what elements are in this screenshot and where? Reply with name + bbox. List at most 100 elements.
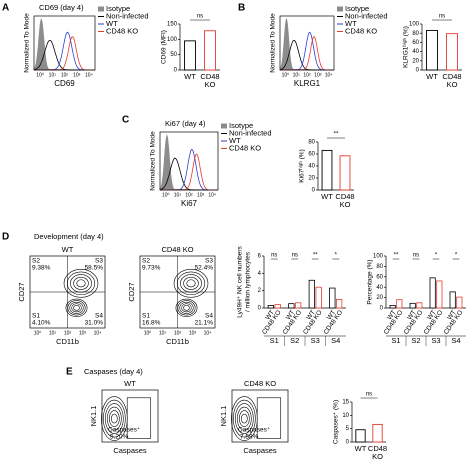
bar [288,303,295,309]
legend-label: Non-infected [106,11,149,20]
legend-swatch [221,123,227,129]
x-tick-label: 10⁰ [282,72,290,78]
bar [409,302,416,309]
panel-letter: B [238,3,245,14]
bar [456,296,463,309]
x-tick-label: CD48 [442,72,461,81]
y-tick-label: 15 [342,400,349,406]
x-tick-label: KO [447,80,458,89]
quadrant-value: 21.1% [195,320,214,327]
quadrant-name: S3 [205,258,213,265]
significance-label: ns [366,392,372,398]
y-tick-label: 60 [412,40,419,46]
y-tick-label: 50 [170,52,177,58]
y-axis-label: Ki67ʰⁱᵍʰ (%) [298,149,306,183]
bar [295,302,302,309]
contour [235,403,254,434]
series-label: WT [446,309,458,321]
x-tick-label: 10¹ [159,330,167,336]
y-axis-label: Normalized To Mode [24,13,31,73]
contour [76,279,86,288]
quadrant-value: 16.8% [142,320,161,327]
group-label: S1 [391,336,400,345]
contour [239,410,250,427]
group-label: S4 [331,336,340,345]
x-tick-label: 10⁰ [34,330,42,336]
series-label: WT [305,309,317,321]
x-tick-label: 10⁴ [208,192,216,198]
bar [396,299,403,309]
quadrant-value: 9.73% [142,265,161,272]
y-tick-label: 0 [258,306,262,312]
significance-label: ns [292,253,298,259]
contour [181,303,192,313]
contour [65,298,88,317]
x-tick-label: 10³ [197,192,205,198]
series-label: WT [386,309,398,321]
legend-label: CD48 KO [106,26,138,35]
significance-label: ns [271,253,277,259]
x-axis-label: CD69 [54,79,75,88]
y-tick-label: 40 [376,285,383,291]
bar [308,279,315,309]
x-tick-label: KO [205,80,216,89]
x-tick-label: KO [340,200,351,209]
plot-label: CD48 KO [244,379,276,388]
contour [63,269,99,298]
significance-label: ** [394,253,399,259]
y-tick-label: 80 [376,264,383,270]
contour [186,279,196,288]
x-tick-label: 10³ [314,72,322,78]
series-label: WT [326,309,338,321]
y-tick-label: 20 [412,58,419,64]
y-tick-label: 100 [167,37,178,43]
gate [256,397,282,439]
contour [237,406,252,431]
bar [204,30,216,71]
plot-label: WT [62,245,74,254]
contour [69,301,84,314]
x-tick-label: 10⁴ [325,72,333,78]
y-tick-label: 20 [308,176,315,182]
x-tick-label: 10⁰ [162,192,170,198]
plot-label: WT [124,379,136,388]
legend-label: Isotype [229,121,253,130]
contour [183,304,190,311]
y-axis-label: CD27 [127,282,136,301]
group-label: S2 [411,336,420,345]
contour [73,304,80,311]
x-tick-label: 10² [61,72,69,78]
legend-label: Isotype [106,4,130,13]
significance-label: ns [197,14,203,20]
gate-name: Caspases⁺ [238,427,271,434]
x-axis-label: KLRG1 [294,79,321,88]
plot-frame [33,15,96,71]
y-axis-label: NK1.1 [89,406,98,427]
y-tick-label: 20 [376,295,383,301]
x-tick-label: 10² [64,330,72,336]
significance-label: * [435,253,438,259]
significance-label: * [455,253,458,259]
x-tick-label: 10⁰ [36,72,44,78]
contour [241,413,248,424]
y-tick-label: 0 [416,68,420,74]
significance-label: * [335,253,338,259]
contour [103,399,126,438]
panel-title: Caspases (day 4) [84,367,143,376]
y-tick-label: 40 [308,164,315,170]
contour [176,271,206,296]
contour [111,413,118,424]
series-label: WT [426,309,438,321]
quadrant-value: 58.5% [85,265,104,272]
plot-frame [279,15,335,71]
quadrant-name: S2 [142,258,150,265]
x-tick-label: WT [426,72,438,81]
contour [233,399,256,438]
contour [107,406,122,431]
contour [173,269,209,298]
y-tick-label: 0 [346,440,350,446]
y-tick-label: 60 [376,274,383,280]
bar [436,280,443,309]
x-axis-label: Ki67 [181,199,198,208]
